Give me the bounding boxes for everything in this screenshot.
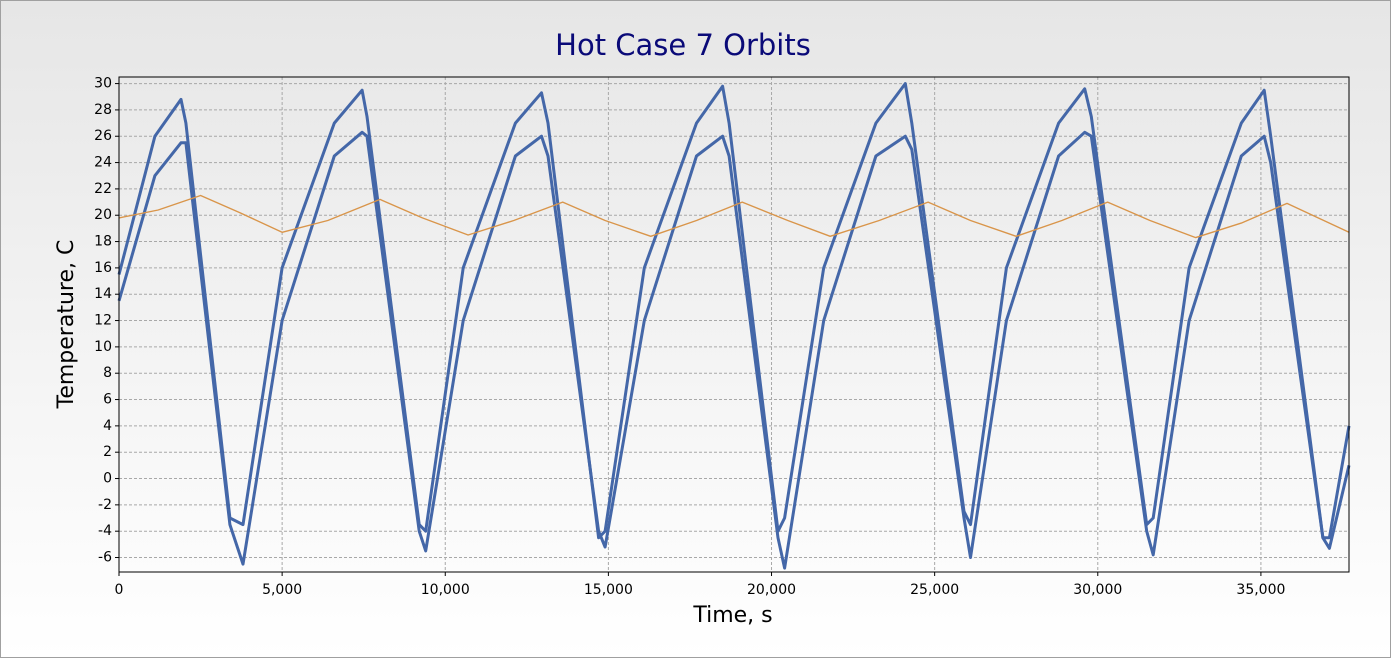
series-line — [117, 130, 1351, 570]
y-tick-label: 4 — [103, 418, 112, 434]
x-tick-label: 25,000 — [910, 582, 959, 598]
y-tick-label: -4 — [98, 523, 112, 539]
plot — [117, 82, 1351, 570]
y-tick-label: 14 — [94, 286, 112, 302]
y-tick-label: 12 — [94, 313, 112, 329]
y-tick-label: -2 — [98, 497, 112, 513]
y-tick-label: 30 — [94, 76, 112, 92]
y-tick-label: 28 — [94, 102, 112, 118]
x-tick-label: 20,000 — [747, 582, 796, 598]
y-tick-label: 24 — [94, 155, 112, 171]
y-tick-label: -6 — [98, 550, 112, 566]
plot-border — [118, 76, 1350, 573]
y-tick-label: 18 — [94, 234, 112, 250]
chart-title: Hot Case 7 Orbits — [555, 28, 811, 62]
y-tick-label: 20 — [94, 207, 112, 223]
y-tick-label: 2 — [103, 444, 112, 460]
y-axis-label: Temperature, C — [54, 240, 79, 410]
x-tick-label: 5,000 — [262, 582, 302, 598]
y-tick-label: 0 — [103, 471, 112, 487]
x-axis-label: Time, s — [692, 603, 772, 628]
y-tick-label: 22 — [94, 181, 112, 197]
y-tick-label: 16 — [94, 260, 112, 276]
x-tick-label: 10,000 — [421, 582, 470, 598]
y-tick-label: 8 — [103, 365, 112, 381]
series-line — [117, 82, 1351, 540]
y-tick-label: 6 — [103, 392, 112, 408]
y-tick-label: 26 — [94, 128, 112, 144]
series-line — [118, 194, 1350, 239]
x-tick-label: 30,000 — [1073, 582, 1122, 598]
x-tick-label: 15,000 — [584, 582, 633, 598]
y-tick-label: 10 — [94, 339, 112, 355]
x-tick-label: 35,000 — [1236, 582, 1285, 598]
x-tick-label: 0 — [115, 582, 124, 598]
